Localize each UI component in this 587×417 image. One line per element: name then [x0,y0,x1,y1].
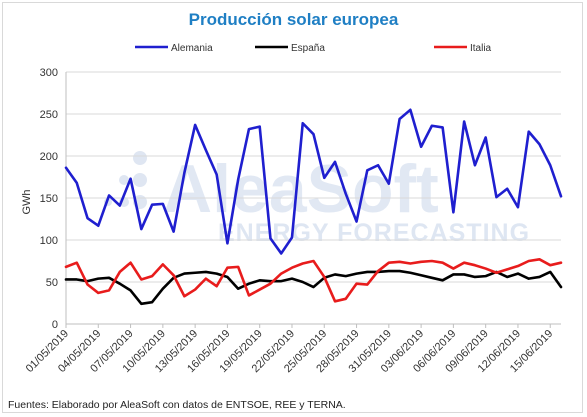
x-axis-ticks: 01/05/201904/05/201907/05/201910/05/2019… [24,324,555,375]
y-tick-label: 250 [40,109,58,121]
series-line-españa [64,269,563,306]
chart-frame [2,2,583,413]
y-tick-label: 150 [40,193,58,205]
chart-title: Producción solar europea [188,10,399,29]
legend-label: España [291,43,325,54]
y-tick-label: 50 [46,277,58,289]
series-line-italia [64,258,563,303]
series-lines [64,108,563,306]
y-tick-label: 100 [40,235,58,247]
watermark-tagline: ENERGY FORECASTING [218,219,530,247]
y-axis-label: GWh [21,189,33,214]
aleasoft-watermark: AleaSoft ENERGY FORECASTING [104,151,530,247]
legend-label: Alemania [171,43,213,54]
aleasoft-logo-dots-icon [104,151,147,209]
series-line-alemania [64,108,563,255]
y-axis-ticks: 0 50 100 150 200 250 300 [40,67,58,331]
axes [65,72,561,325]
legend: Alemania España Italia [135,43,492,54]
watermark-brand: AleaSoft [163,151,439,227]
y-tick-label: 0 [52,319,58,331]
y-tick-label: 300 [40,67,58,79]
source-note: Fuentes: Elaborado por AleaSoft con dato… [8,399,346,411]
y-tick-label: 200 [40,151,58,163]
legend-label: Italia [470,43,492,54]
